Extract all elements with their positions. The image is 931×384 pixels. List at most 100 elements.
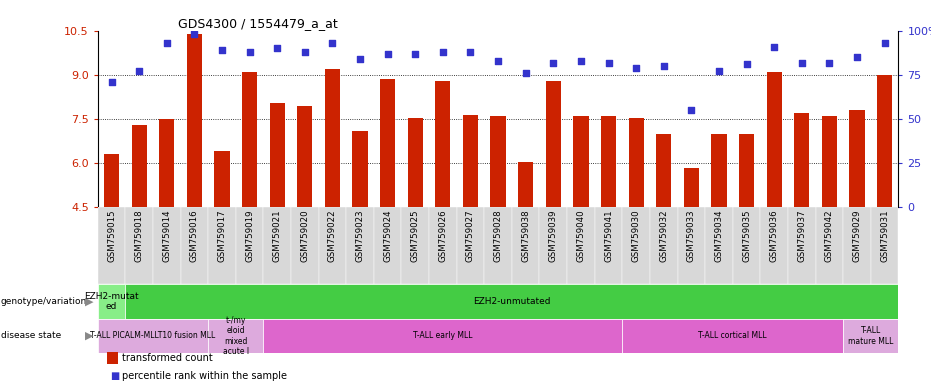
Text: GSM759023: GSM759023: [356, 210, 365, 262]
Text: T-ALL
mature MLL: T-ALL mature MLL: [848, 326, 894, 346]
Text: ▶: ▶: [85, 296, 93, 306]
Text: GSM759026: GSM759026: [439, 210, 448, 262]
Text: EZH2-unmutated: EZH2-unmutated: [473, 297, 550, 306]
Text: GSM759029: GSM759029: [853, 210, 861, 262]
Point: [711, 68, 726, 74]
Text: ■: ■: [110, 371, 119, 381]
Point: [491, 58, 506, 64]
Point: [463, 49, 478, 55]
Bar: [484, 207, 512, 284]
Text: GSM759027: GSM759027: [466, 210, 475, 262]
Bar: [705, 207, 733, 284]
Bar: [849, 110, 865, 207]
Text: T-ALL PICALM-MLLT10 fusion MLL: T-ALL PICALM-MLLT10 fusion MLL: [90, 331, 216, 341]
Bar: [353, 131, 368, 207]
Text: GSM759036: GSM759036: [770, 210, 778, 262]
Text: GSM759039: GSM759039: [548, 210, 558, 262]
Point: [601, 60, 616, 66]
Point: [159, 40, 174, 46]
Bar: [539, 207, 567, 284]
Point: [187, 31, 202, 37]
Point: [877, 40, 892, 46]
Bar: [242, 72, 257, 207]
Point: [573, 58, 588, 64]
Bar: [429, 207, 457, 284]
Point: [325, 40, 340, 46]
Bar: [816, 207, 843, 284]
Text: GSM759031: GSM759031: [880, 210, 889, 262]
Text: GSM759033: GSM759033: [687, 210, 695, 262]
Bar: [374, 207, 401, 284]
Point: [242, 49, 257, 55]
Text: disease state: disease state: [1, 331, 61, 341]
Text: genotype/variation: genotype/variation: [1, 297, 88, 306]
Text: transformed count: transformed count: [122, 353, 212, 363]
Bar: [546, 81, 560, 207]
Bar: [650, 207, 678, 284]
Bar: [236, 207, 263, 284]
Point: [104, 79, 119, 85]
Bar: [573, 116, 588, 207]
Bar: [181, 207, 209, 284]
Bar: [159, 119, 174, 207]
Bar: [270, 103, 285, 207]
Bar: [98, 319, 209, 353]
Point: [297, 49, 312, 55]
Bar: [126, 207, 153, 284]
Point: [684, 107, 699, 113]
Bar: [291, 207, 318, 284]
Bar: [98, 284, 126, 319]
Point: [131, 68, 146, 74]
Point: [436, 49, 451, 55]
Point: [767, 43, 782, 50]
Bar: [622, 319, 843, 353]
Bar: [209, 207, 236, 284]
Bar: [788, 207, 816, 284]
Bar: [870, 207, 898, 284]
Point: [214, 47, 229, 53]
Text: T-ALL cortical MLL: T-ALL cortical MLL: [698, 331, 767, 341]
Point: [519, 70, 533, 76]
Point: [794, 60, 809, 66]
Text: GSM759028: GSM759028: [493, 210, 503, 262]
Bar: [131, 125, 147, 207]
Bar: [153, 207, 181, 284]
Text: T-ALL early MLL: T-ALL early MLL: [413, 331, 473, 341]
Text: GSM759019: GSM759019: [245, 210, 254, 262]
Bar: [457, 207, 484, 284]
Bar: [297, 106, 313, 207]
Text: GSM759018: GSM759018: [135, 210, 143, 262]
Text: GDS4300 / 1554479_a_at: GDS4300 / 1554479_a_at: [178, 17, 338, 30]
Bar: [380, 79, 396, 207]
Text: GSM759024: GSM759024: [384, 210, 392, 262]
Bar: [263, 319, 622, 353]
Text: GSM759017: GSM759017: [218, 210, 226, 262]
Bar: [518, 162, 533, 207]
Text: GSM759037: GSM759037: [797, 210, 806, 262]
Text: GSM759022: GSM759022: [328, 210, 337, 262]
Text: GSM759038: GSM759038: [521, 210, 530, 262]
Bar: [318, 207, 346, 284]
Bar: [512, 207, 539, 284]
Bar: [628, 118, 643, 207]
Point: [408, 51, 423, 57]
Bar: [325, 69, 340, 207]
Point: [822, 60, 837, 66]
Text: GSM759042: GSM759042: [825, 210, 834, 262]
Bar: [733, 207, 761, 284]
Bar: [683, 167, 699, 207]
Text: percentile rank within the sample: percentile rank within the sample: [122, 371, 287, 381]
Text: GSM759041: GSM759041: [604, 210, 613, 262]
Text: GSM759025: GSM759025: [411, 210, 420, 262]
Bar: [567, 207, 595, 284]
Bar: [491, 116, 506, 207]
Point: [628, 65, 643, 71]
Text: GSM759020: GSM759020: [301, 210, 309, 262]
Bar: [263, 207, 291, 284]
Bar: [98, 207, 126, 284]
Bar: [436, 81, 451, 207]
Point: [546, 60, 560, 66]
Point: [656, 63, 671, 69]
Text: GSM759032: GSM759032: [659, 210, 668, 262]
Bar: [843, 207, 870, 284]
